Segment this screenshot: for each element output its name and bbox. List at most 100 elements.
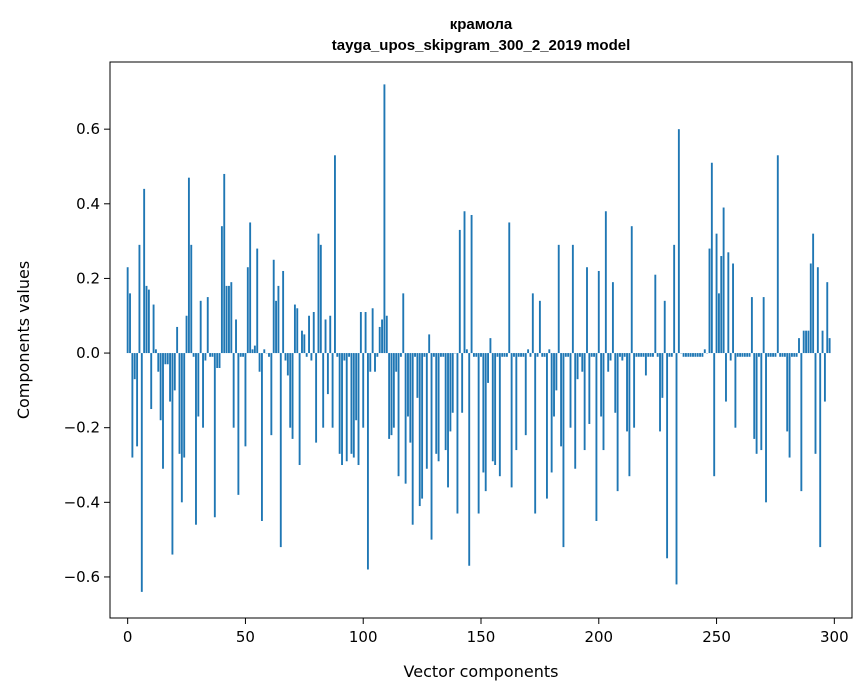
bar-278	[781, 353, 784, 357]
bar-57	[260, 353, 263, 521]
bar-144	[465, 349, 468, 354]
bar-157	[496, 353, 499, 357]
bar-111	[388, 353, 391, 439]
bar-148	[475, 353, 478, 357]
bar-213	[628, 353, 631, 477]
bar-177	[543, 353, 546, 357]
bar-58	[263, 349, 266, 354]
bar-6	[140, 353, 143, 592]
bar-67	[284, 353, 287, 361]
bar-50	[244, 353, 247, 447]
bar-10	[150, 353, 153, 410]
bar-145	[468, 353, 471, 566]
y-axis-ticks: −0.6 −0.4 −0.2 0.0 0.2 0.4 0.6	[64, 120, 110, 586]
bar-108	[381, 319, 383, 354]
bar-174	[536, 353, 539, 357]
bar-171	[529, 353, 532, 357]
bar-120	[409, 353, 412, 443]
bar-83	[322, 353, 325, 428]
bar-4	[136, 353, 139, 447]
bar-142	[461, 353, 464, 413]
bar-47	[237, 353, 240, 495]
bar-156	[494, 353, 497, 466]
bar-136	[447, 353, 449, 488]
y-tick-label: −0.2	[64, 419, 100, 437]
bar-93	[345, 353, 348, 462]
bar-206	[611, 282, 614, 354]
bar-129	[430, 353, 433, 540]
bar-103	[369, 353, 372, 372]
bar-79	[312, 312, 315, 354]
bar-37	[213, 353, 216, 518]
bar-203	[604, 211, 607, 354]
bar-267	[755, 353, 758, 454]
bar-61	[270, 353, 273, 436]
bar-277	[779, 353, 782, 357]
bar-292	[814, 353, 817, 454]
bar-71	[293, 304, 296, 354]
bar-116	[399, 353, 402, 357]
bar-27	[190, 244, 193, 354]
y-axis-label: Components values	[14, 261, 33, 419]
bar-0	[126, 267, 129, 354]
bar-94	[348, 353, 351, 357]
bar-239	[689, 353, 692, 357]
bar-77	[308, 315, 310, 354]
bar-1	[129, 293, 131, 354]
bar-225	[656, 353, 659, 357]
bar-192	[578, 353, 581, 357]
bar-253	[722, 207, 725, 354]
bar-19	[171, 353, 174, 555]
bar-15	[162, 353, 164, 469]
bar-112	[390, 353, 393, 436]
bar-172	[531, 293, 534, 354]
bar-248	[710, 162, 713, 354]
chart-subtitle: tayga_upos_skipgram_300_2_2019 model	[332, 37, 631, 54]
bar-44	[230, 282, 233, 354]
bar-286	[800, 353, 803, 492]
bar-273	[769, 353, 772, 357]
bar-23	[180, 353, 183, 503]
bar-283	[793, 353, 796, 357]
bar-242	[696, 353, 699, 357]
bar-161	[505, 353, 508, 357]
bar-91	[341, 353, 343, 466]
bar-250	[715, 233, 718, 354]
bar-42	[225, 285, 228, 354]
bar-56	[258, 353, 261, 372]
y-tick-label: −0.6	[64, 568, 100, 586]
bars-group	[126, 84, 831, 592]
bar-274	[772, 353, 775, 357]
bar-189	[571, 244, 574, 354]
bar-9	[147, 289, 150, 354]
bar-105	[374, 353, 376, 372]
bar-110	[385, 315, 388, 354]
bar-22	[178, 353, 181, 454]
x-tick-label: 300	[820, 628, 849, 646]
bar-193	[581, 353, 584, 372]
bar-109	[383, 84, 386, 354]
bar-167	[520, 353, 522, 357]
bar-210	[621, 353, 624, 361]
bar-162	[508, 222, 511, 354]
bar-68	[286, 353, 289, 376]
bar-195	[586, 267, 588, 354]
bar-188	[569, 353, 572, 428]
bar-115	[397, 353, 400, 477]
bar-90	[338, 353, 341, 454]
bar-55	[256, 248, 259, 354]
bar-280	[786, 353, 789, 432]
bar-289	[807, 330, 810, 354]
bar-282	[790, 353, 793, 357]
bar-43	[228, 285, 230, 354]
bar-217	[637, 353, 640, 357]
bar-251	[717, 293, 720, 354]
bar-270	[762, 297, 765, 354]
x-tick-label: 200	[584, 628, 613, 646]
bar-224	[654, 274, 657, 354]
bar-51	[246, 267, 249, 354]
bar-134	[442, 353, 445, 357]
bar-62	[272, 259, 275, 354]
bar-288	[805, 330, 807, 354]
x-tick-label: 50	[236, 628, 255, 646]
